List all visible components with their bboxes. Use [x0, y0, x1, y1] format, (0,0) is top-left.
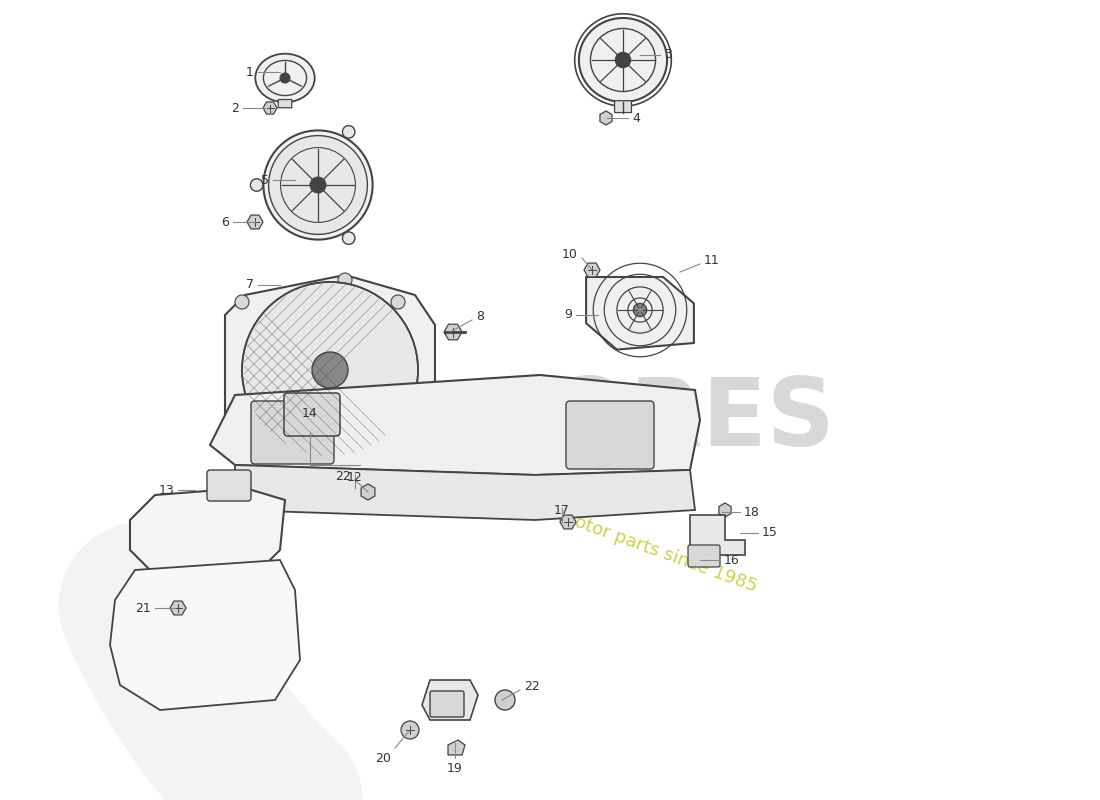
- Circle shape: [342, 126, 355, 138]
- Text: 20: 20: [375, 752, 390, 765]
- FancyBboxPatch shape: [284, 393, 340, 436]
- Polygon shape: [130, 488, 285, 590]
- Text: 9: 9: [564, 309, 572, 322]
- Text: 16: 16: [724, 554, 739, 566]
- Circle shape: [390, 295, 405, 309]
- Polygon shape: [719, 503, 732, 517]
- Text: 11: 11: [704, 254, 719, 266]
- Circle shape: [242, 282, 418, 458]
- Polygon shape: [584, 263, 600, 277]
- Text: 17: 17: [554, 504, 570, 517]
- Polygon shape: [210, 375, 700, 475]
- Polygon shape: [690, 515, 745, 555]
- Polygon shape: [600, 111, 612, 125]
- Text: 1: 1: [246, 66, 254, 78]
- Text: euro: euro: [238, 374, 480, 466]
- Circle shape: [255, 445, 270, 459]
- Circle shape: [235, 295, 249, 309]
- FancyBboxPatch shape: [615, 101, 631, 113]
- Circle shape: [495, 690, 515, 710]
- Circle shape: [402, 721, 419, 739]
- Ellipse shape: [255, 54, 315, 102]
- Circle shape: [338, 273, 352, 287]
- FancyBboxPatch shape: [278, 99, 292, 108]
- Text: PORES: PORES: [480, 374, 835, 466]
- Text: 15: 15: [762, 526, 778, 539]
- Text: 12: 12: [348, 471, 363, 484]
- Polygon shape: [248, 215, 263, 229]
- Text: 21: 21: [135, 602, 151, 614]
- Text: 10: 10: [562, 247, 578, 261]
- Ellipse shape: [579, 18, 667, 102]
- Text: 22: 22: [524, 679, 540, 693]
- Text: 8: 8: [476, 310, 484, 322]
- FancyBboxPatch shape: [688, 545, 720, 567]
- Polygon shape: [586, 277, 694, 350]
- Polygon shape: [235, 465, 695, 520]
- Polygon shape: [361, 484, 375, 500]
- Polygon shape: [263, 102, 277, 114]
- Circle shape: [251, 178, 263, 191]
- Text: 2: 2: [231, 102, 239, 114]
- Text: 7: 7: [246, 278, 254, 291]
- Polygon shape: [444, 324, 462, 340]
- FancyBboxPatch shape: [566, 401, 654, 469]
- Circle shape: [310, 178, 326, 193]
- Circle shape: [263, 130, 373, 240]
- Polygon shape: [226, 275, 434, 465]
- Circle shape: [268, 135, 367, 234]
- Polygon shape: [422, 680, 478, 720]
- Text: 14: 14: [302, 407, 318, 420]
- Polygon shape: [170, 601, 186, 615]
- FancyBboxPatch shape: [251, 401, 334, 464]
- Circle shape: [312, 352, 348, 388]
- Polygon shape: [448, 740, 465, 755]
- Text: 4: 4: [632, 111, 640, 125]
- Circle shape: [280, 73, 290, 83]
- Polygon shape: [110, 560, 300, 710]
- Text: a passion for motor parts since 1985: a passion for motor parts since 1985: [441, 465, 759, 595]
- FancyBboxPatch shape: [207, 470, 251, 501]
- Polygon shape: [560, 515, 576, 529]
- Circle shape: [634, 303, 647, 317]
- Circle shape: [342, 232, 355, 244]
- Text: 19: 19: [447, 762, 463, 775]
- Text: 22: 22: [336, 470, 351, 482]
- Text: 18: 18: [744, 506, 760, 518]
- Text: 13: 13: [158, 483, 174, 497]
- FancyBboxPatch shape: [430, 691, 464, 717]
- Circle shape: [615, 53, 630, 67]
- Text: 3: 3: [664, 49, 672, 62]
- Text: 6: 6: [221, 215, 229, 229]
- Text: 5: 5: [261, 174, 270, 186]
